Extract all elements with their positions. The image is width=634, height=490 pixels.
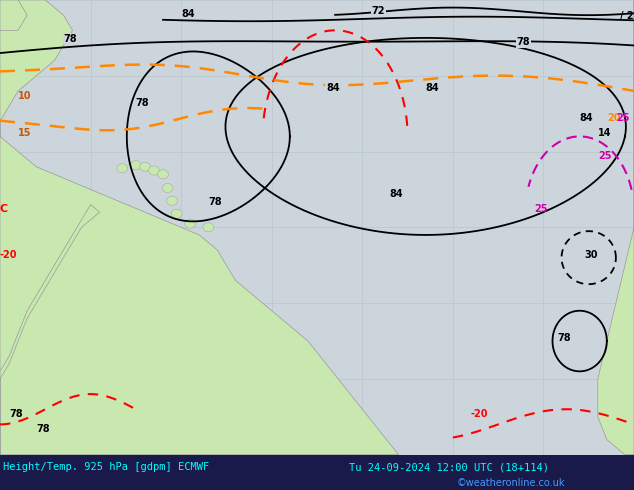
Circle shape <box>117 164 127 173</box>
Text: 78: 78 <box>516 37 530 48</box>
Polygon shape <box>0 0 399 455</box>
Text: 84: 84 <box>579 113 593 123</box>
Text: 14: 14 <box>598 128 611 138</box>
Polygon shape <box>0 0 27 30</box>
Text: 72: 72 <box>372 6 385 16</box>
Circle shape <box>162 183 173 193</box>
Text: 84: 84 <box>181 9 195 19</box>
Text: 10: 10 <box>18 91 32 100</box>
Text: Height/Temp. 925 hPa [gdpm] ECMWF: Height/Temp. 925 hPa [gdpm] ECMWF <box>3 462 209 472</box>
Text: 15: 15 <box>18 128 32 138</box>
Circle shape <box>171 209 182 218</box>
Circle shape <box>184 219 196 228</box>
Text: 78: 78 <box>209 196 222 207</box>
Polygon shape <box>0 205 100 455</box>
Text: 20: 20 <box>607 113 620 123</box>
Circle shape <box>158 170 169 179</box>
Text: 78: 78 <box>136 98 150 108</box>
Circle shape <box>139 162 150 171</box>
Text: 78: 78 <box>557 333 571 343</box>
Polygon shape <box>598 0 634 455</box>
Text: Tu 24-09-2024 12:00 UTC (18+114): Tu 24-09-2024 12:00 UTC (18+114) <box>349 462 548 472</box>
Text: 78: 78 <box>63 34 77 44</box>
Text: 25: 25 <box>534 204 548 214</box>
Text: 84: 84 <box>425 83 439 93</box>
Text: 84: 84 <box>326 83 340 93</box>
Text: 30: 30 <box>584 250 598 260</box>
Text: / 2: / 2 <box>621 11 634 21</box>
Text: 25: 25 <box>616 113 630 123</box>
Text: 78: 78 <box>36 424 50 434</box>
Text: 25: 25 <box>598 151 611 161</box>
Text: 78: 78 <box>9 409 23 419</box>
Circle shape <box>167 196 178 205</box>
Text: -20: -20 <box>471 409 488 419</box>
Text: -20: -20 <box>0 250 18 260</box>
Circle shape <box>203 223 214 232</box>
Circle shape <box>131 161 141 170</box>
Circle shape <box>148 166 159 175</box>
Text: C: C <box>0 204 8 214</box>
Text: ©weatheronline.co.uk: ©weatheronline.co.uk <box>456 478 565 488</box>
Text: 84: 84 <box>389 189 403 199</box>
